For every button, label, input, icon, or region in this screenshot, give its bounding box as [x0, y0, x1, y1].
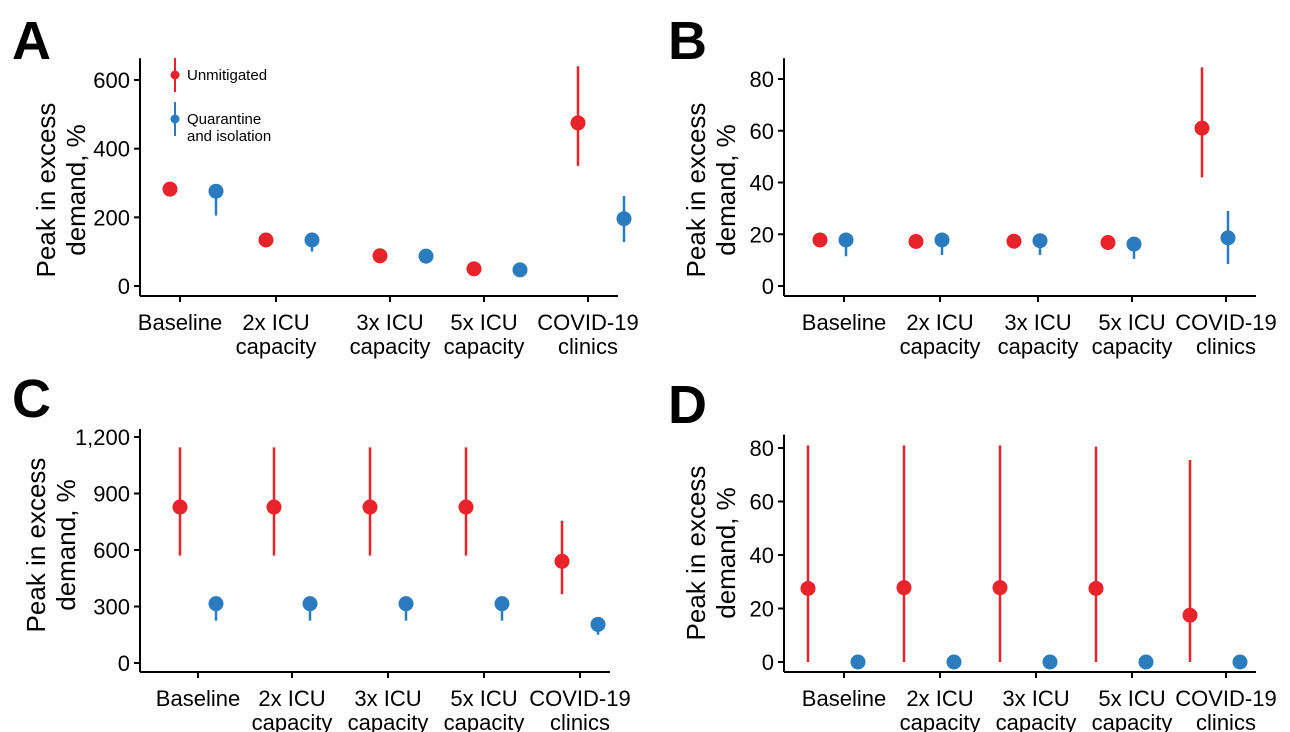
panel-b-y-tick-label: 80 — [750, 67, 774, 92]
panel-a-x-tick-label: 5x ICU capacity — [444, 310, 525, 359]
panel-c-y-tick-label: 0 — [118, 651, 130, 676]
panel-b-y-tick-label: 0 — [762, 274, 774, 299]
panel-d-quarantine-point — [946, 654, 962, 670]
panel-letter-c: C — [12, 369, 51, 429]
panel-d-x-tick-label: 3x ICU capacity — [996, 686, 1077, 732]
panel-b-unmitigated-point — [1006, 233, 1022, 249]
panel-b-x-tick-label: Baseline — [802, 310, 886, 335]
panel-c-y-tick-label: 300 — [93, 595, 130, 620]
panel-d-x-tick-label: 5x ICU capacity — [1092, 686, 1173, 732]
panel-a-y-axis-label: Peak in excessdemand, % — [31, 103, 91, 278]
panel-b-y-tick-label: 60 — [750, 119, 774, 144]
panel-c-unmitigated-point — [266, 499, 282, 515]
panel-d-quarantine-point — [1138, 654, 1154, 670]
panel-letter-b: B — [668, 11, 707, 71]
panel-c-y-tick-label: 900 — [93, 482, 130, 507]
panel-d-x-tick-label: 2x ICU capacity — [900, 686, 981, 732]
panel-a-legend-unmitigated-marker — [170, 70, 180, 80]
panel-b-x-tick-label: COVID-19 clinics — [1175, 310, 1276, 359]
panel-a-unmitigated-point — [570, 115, 586, 131]
panel-c-x-tick-label: COVID-19 clinics — [529, 686, 630, 732]
panel-a-y-tick-label: 400 — [93, 137, 130, 162]
panel-c-unmitigated-point — [172, 499, 188, 515]
panel-c-quarantine-point — [302, 596, 318, 612]
panel-c-quarantine-point — [590, 616, 606, 632]
panel-a-unmitigated-point — [466, 261, 482, 277]
panel-a-legend-quarantine-marker — [170, 114, 180, 124]
panel-c-y-tick-label: 600 — [93, 538, 130, 563]
panel-c-unmitigated-point — [458, 499, 474, 515]
panel-a-quarantine-point — [418, 248, 434, 264]
panel-c-quarantine-point — [398, 596, 414, 612]
panel-d-quarantine-point — [1232, 654, 1248, 670]
panel-b-x-tick-label: 2x ICU capacity — [900, 310, 981, 359]
panel-c-x-tick-label: 3x ICU capacity — [348, 686, 429, 732]
panel-d-y-axis-label: Peak in excessdemand, % — [681, 466, 741, 641]
panel-a-unmitigated-point — [372, 248, 388, 264]
panel-d-y-tick-label: 0 — [762, 650, 774, 675]
panel-c-quarantine-point — [208, 596, 224, 612]
panel-d-y-tick-label: 60 — [750, 490, 774, 515]
panel-d-y-tick-label: 80 — [750, 436, 774, 461]
panel-b-unmitigated-point — [1100, 235, 1116, 251]
panel-b-y-tick-label: 20 — [750, 222, 774, 247]
panel-d-y-tick-label: 20 — [750, 597, 774, 622]
panel-d-unmitigated-point — [896, 580, 912, 596]
panel-b-y-axis-label: Peak in excessdemand, % — [681, 103, 741, 278]
panel-d-y-tick-label: 40 — [750, 543, 774, 568]
panel-d-x-tick-label: Baseline — [802, 686, 886, 711]
panel-c-y-tick-label: 1,200 — [75, 425, 130, 450]
panel-c-x-tick-label: Baseline — [156, 686, 240, 711]
panel-c-unmitigated-point — [362, 499, 378, 515]
panel-b-quarantine-point — [1220, 230, 1236, 246]
panel-a-quarantine-point — [512, 262, 528, 278]
panel-d-unmitigated-point — [1182, 607, 1198, 623]
panel-a-x-tick-label: 2x ICU capacity — [236, 310, 317, 359]
panel-c-y-axis-label: Peak in excessdemand, % — [21, 458, 81, 633]
panel-letter-a: A — [12, 11, 51, 71]
panel-b-quarantine-point — [838, 232, 854, 248]
panel-d-quarantine-point — [850, 654, 866, 670]
panel-b-x-tick-label: 3x ICU capacity — [998, 310, 1079, 359]
panel-letter-d: D — [668, 375, 707, 435]
panel-c-unmitigated-point — [554, 553, 570, 569]
panel-b-y-tick-label: 40 — [750, 171, 774, 196]
panel-a-x-tick-label: Baseline — [138, 310, 222, 335]
panel-d-unmitigated-point — [1088, 580, 1104, 596]
panel-a-x-tick-label: COVID-19 clinics — [537, 310, 638, 359]
panel-a-quarantine-point — [208, 183, 224, 199]
panel-d-x-tick-label: COVID-19 clinics — [1175, 686, 1276, 732]
panel-d-quarantine-point — [1042, 654, 1058, 670]
panel-a-unmitigated-point — [258, 232, 274, 248]
panel-a-y-tick-label: 0 — [118, 274, 130, 299]
panel-a-y-tick-label: 600 — [93, 68, 130, 93]
panel-b-quarantine-point — [1126, 236, 1142, 252]
panel-c-x-tick-label: 5x ICU capacity — [444, 686, 525, 732]
panel-b-quarantine-point — [1032, 233, 1048, 249]
panel-c-x-tick-label: 2x ICU capacity — [252, 686, 333, 732]
panel-c-quarantine-point — [494, 596, 510, 612]
panel-d-unmitigated-point — [992, 580, 1008, 596]
panel-b-unmitigated-point — [908, 233, 924, 249]
panel-b-unmitigated-point — [1194, 120, 1210, 136]
panel-d-unmitigated-point — [800, 580, 816, 596]
panel-a-quarantine-point — [304, 232, 320, 248]
panel-a-x-tick-label: 3x ICU capacity — [350, 310, 431, 359]
panel-a-quarantine-point — [616, 211, 632, 227]
panel-b-unmitigated-point — [812, 232, 828, 248]
panel-a-y-tick-label: 200 — [93, 205, 130, 230]
panel-b-quarantine-point — [934, 232, 950, 248]
panel-b-x-tick-label: 5x ICU capacity — [1092, 310, 1173, 359]
panel-a-unmitigated-point — [162, 181, 178, 197]
panel-a-legend-unmitigated-label: Unmitigated — [187, 67, 267, 84]
panel-a-legend-quarantine-label: Quarantine and isolation — [187, 111, 271, 145]
